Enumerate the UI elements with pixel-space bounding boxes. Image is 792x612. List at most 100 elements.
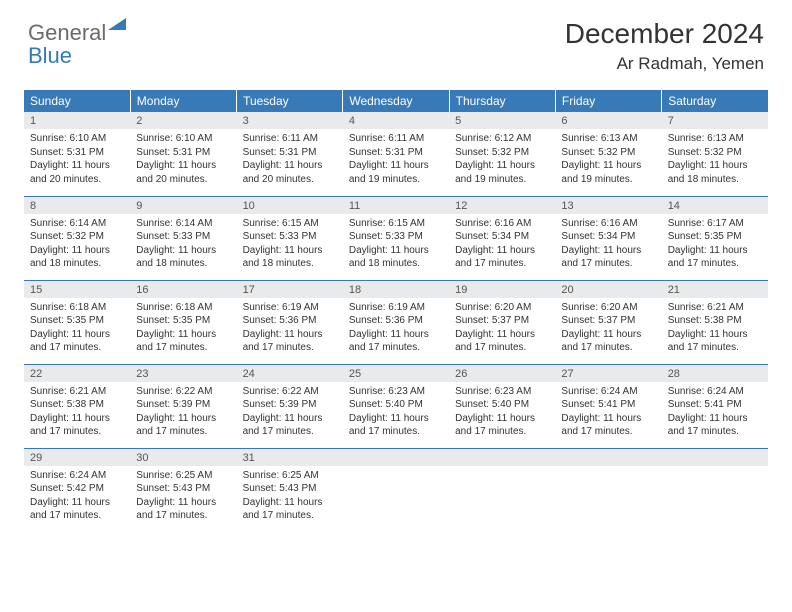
day-daylight1: Daylight: 11 hours (455, 328, 549, 342)
day-sunrise: Sunrise: 6:21 AM (668, 301, 762, 315)
day-sunrise: Sunrise: 6:16 AM (455, 217, 549, 231)
day-sunset: Sunset: 5:31 PM (349, 146, 443, 160)
weekday-header: Sunday (24, 90, 130, 112)
calendar-cell: 25Sunrise: 6:23 AMSunset: 5:40 PMDayligh… (343, 364, 449, 448)
day-number-empty (555, 449, 661, 466)
day-sunset: Sunset: 5:31 PM (243, 146, 337, 160)
day-sunset: Sunset: 5:33 PM (136, 230, 230, 244)
day-sunset: Sunset: 5:41 PM (668, 398, 762, 412)
day-data: Sunrise: 6:17 AMSunset: 5:35 PMDaylight:… (662, 214, 768, 275)
day-sunrise: Sunrise: 6:20 AM (561, 301, 655, 315)
day-sunset: Sunset: 5:36 PM (243, 314, 337, 328)
day-sunrise: Sunrise: 6:11 AM (349, 132, 443, 146)
day-sunset: Sunset: 5:43 PM (243, 482, 337, 496)
calendar-table: SundayMondayTuesdayWednesdayThursdayFrid… (24, 90, 768, 532)
calendar-cell: 20Sunrise: 6:20 AMSunset: 5:37 PMDayligh… (555, 280, 661, 364)
day-sunrise: Sunrise: 6:13 AM (668, 132, 762, 146)
day-sunset: Sunset: 5:39 PM (243, 398, 337, 412)
day-data: Sunrise: 6:22 AMSunset: 5:39 PMDaylight:… (237, 382, 343, 443)
day-sunset: Sunset: 5:38 PM (30, 398, 124, 412)
day-data: Sunrise: 6:10 AMSunset: 5:31 PMDaylight:… (130, 129, 236, 190)
day-daylight2: and 17 minutes. (136, 509, 230, 523)
day-data-empty (555, 466, 661, 521)
day-number-empty (662, 449, 768, 466)
day-daylight2: and 19 minutes. (561, 173, 655, 187)
day-sunrise: Sunrise: 6:17 AM (668, 217, 762, 231)
day-sunrise: Sunrise: 6:16 AM (561, 217, 655, 231)
day-sunrise: Sunrise: 6:24 AM (30, 469, 124, 483)
logo-triangle-icon (108, 18, 126, 30)
day-data: Sunrise: 6:10 AMSunset: 5:31 PMDaylight:… (24, 129, 130, 190)
day-daylight2: and 17 minutes. (30, 509, 124, 523)
day-sunrise: Sunrise: 6:15 AM (349, 217, 443, 231)
day-data: Sunrise: 6:11 AMSunset: 5:31 PMDaylight:… (343, 129, 449, 190)
day-data: Sunrise: 6:19 AMSunset: 5:36 PMDaylight:… (237, 298, 343, 359)
day-data: Sunrise: 6:14 AMSunset: 5:32 PMDaylight:… (24, 214, 130, 275)
logo-text-gray: General (28, 20, 106, 45)
day-daylight2: and 19 minutes. (349, 173, 443, 187)
calendar-cell (662, 448, 768, 532)
day-sunrise: Sunrise: 6:14 AM (136, 217, 230, 231)
day-data: Sunrise: 6:11 AMSunset: 5:31 PMDaylight:… (237, 129, 343, 190)
day-daylight1: Daylight: 11 hours (30, 328, 124, 342)
day-sunrise: Sunrise: 6:18 AM (30, 301, 124, 315)
day-data: Sunrise: 6:13 AMSunset: 5:32 PMDaylight:… (662, 129, 768, 190)
day-data: Sunrise: 6:25 AMSunset: 5:43 PMDaylight:… (130, 466, 236, 527)
day-daylight1: Daylight: 11 hours (668, 159, 762, 173)
day-daylight2: and 20 minutes. (30, 173, 124, 187)
calendar-cell: 17Sunrise: 6:19 AMSunset: 5:36 PMDayligh… (237, 280, 343, 364)
day-daylight1: Daylight: 11 hours (136, 328, 230, 342)
day-sunset: Sunset: 5:34 PM (561, 230, 655, 244)
calendar-cell: 24Sunrise: 6:22 AMSunset: 5:39 PMDayligh… (237, 364, 343, 448)
calendar-cell: 19Sunrise: 6:20 AMSunset: 5:37 PMDayligh… (449, 280, 555, 364)
day-daylight2: and 17 minutes. (455, 341, 549, 355)
day-daylight2: and 17 minutes. (136, 425, 230, 439)
day-number: 30 (130, 449, 236, 466)
day-daylight2: and 17 minutes. (561, 341, 655, 355)
day-sunset: Sunset: 5:35 PM (136, 314, 230, 328)
day-sunrise: Sunrise: 6:11 AM (243, 132, 337, 146)
day-data: Sunrise: 6:25 AMSunset: 5:43 PMDaylight:… (237, 466, 343, 527)
day-sunset: Sunset: 5:32 PM (668, 146, 762, 160)
day-number: 23 (130, 365, 236, 382)
day-sunset: Sunset: 5:32 PM (30, 230, 124, 244)
day-data: Sunrise: 6:15 AMSunset: 5:33 PMDaylight:… (237, 214, 343, 275)
day-data: Sunrise: 6:18 AMSunset: 5:35 PMDaylight:… (24, 298, 130, 359)
day-number: 10 (237, 197, 343, 214)
day-number: 4 (343, 112, 449, 129)
day-daylight2: and 17 minutes. (349, 425, 443, 439)
calendar-row: 1Sunrise: 6:10 AMSunset: 5:31 PMDaylight… (24, 112, 768, 196)
day-number: 2 (130, 112, 236, 129)
calendar-cell (449, 448, 555, 532)
day-sunset: Sunset: 5:31 PM (136, 146, 230, 160)
location: Ar Radmah, Yemen (565, 54, 764, 74)
day-data-empty (343, 466, 449, 521)
day-sunset: Sunset: 5:38 PM (668, 314, 762, 328)
calendar-cell: 4Sunrise: 6:11 AMSunset: 5:31 PMDaylight… (343, 112, 449, 196)
day-number: 17 (237, 281, 343, 298)
day-daylight2: and 17 minutes. (668, 425, 762, 439)
day-data: Sunrise: 6:15 AMSunset: 5:33 PMDaylight:… (343, 214, 449, 275)
day-sunset: Sunset: 5:42 PM (30, 482, 124, 496)
day-sunset: Sunset: 5:39 PM (136, 398, 230, 412)
day-daylight1: Daylight: 11 hours (349, 328, 443, 342)
weekday-header: Monday (130, 90, 236, 112)
calendar-cell: 18Sunrise: 6:19 AMSunset: 5:36 PMDayligh… (343, 280, 449, 364)
day-sunrise: Sunrise: 6:25 AM (243, 469, 337, 483)
day-sunrise: Sunrise: 6:22 AM (136, 385, 230, 399)
calendar-cell: 22Sunrise: 6:21 AMSunset: 5:38 PMDayligh… (24, 364, 130, 448)
calendar-cell: 10Sunrise: 6:15 AMSunset: 5:33 PMDayligh… (237, 196, 343, 280)
day-sunrise: Sunrise: 6:24 AM (561, 385, 655, 399)
day-sunset: Sunset: 5:40 PM (349, 398, 443, 412)
calendar-cell: 8Sunrise: 6:14 AMSunset: 5:32 PMDaylight… (24, 196, 130, 280)
day-daylight1: Daylight: 11 hours (349, 412, 443, 426)
day-daylight1: Daylight: 11 hours (136, 496, 230, 510)
day-number: 20 (555, 281, 661, 298)
day-number: 15 (24, 281, 130, 298)
day-data: Sunrise: 6:24 AMSunset: 5:42 PMDaylight:… (24, 466, 130, 527)
calendar-cell: 14Sunrise: 6:17 AMSunset: 5:35 PMDayligh… (662, 196, 768, 280)
day-data: Sunrise: 6:19 AMSunset: 5:36 PMDaylight:… (343, 298, 449, 359)
day-number: 24 (237, 365, 343, 382)
day-data: Sunrise: 6:20 AMSunset: 5:37 PMDaylight:… (555, 298, 661, 359)
calendar-cell: 12Sunrise: 6:16 AMSunset: 5:34 PMDayligh… (449, 196, 555, 280)
